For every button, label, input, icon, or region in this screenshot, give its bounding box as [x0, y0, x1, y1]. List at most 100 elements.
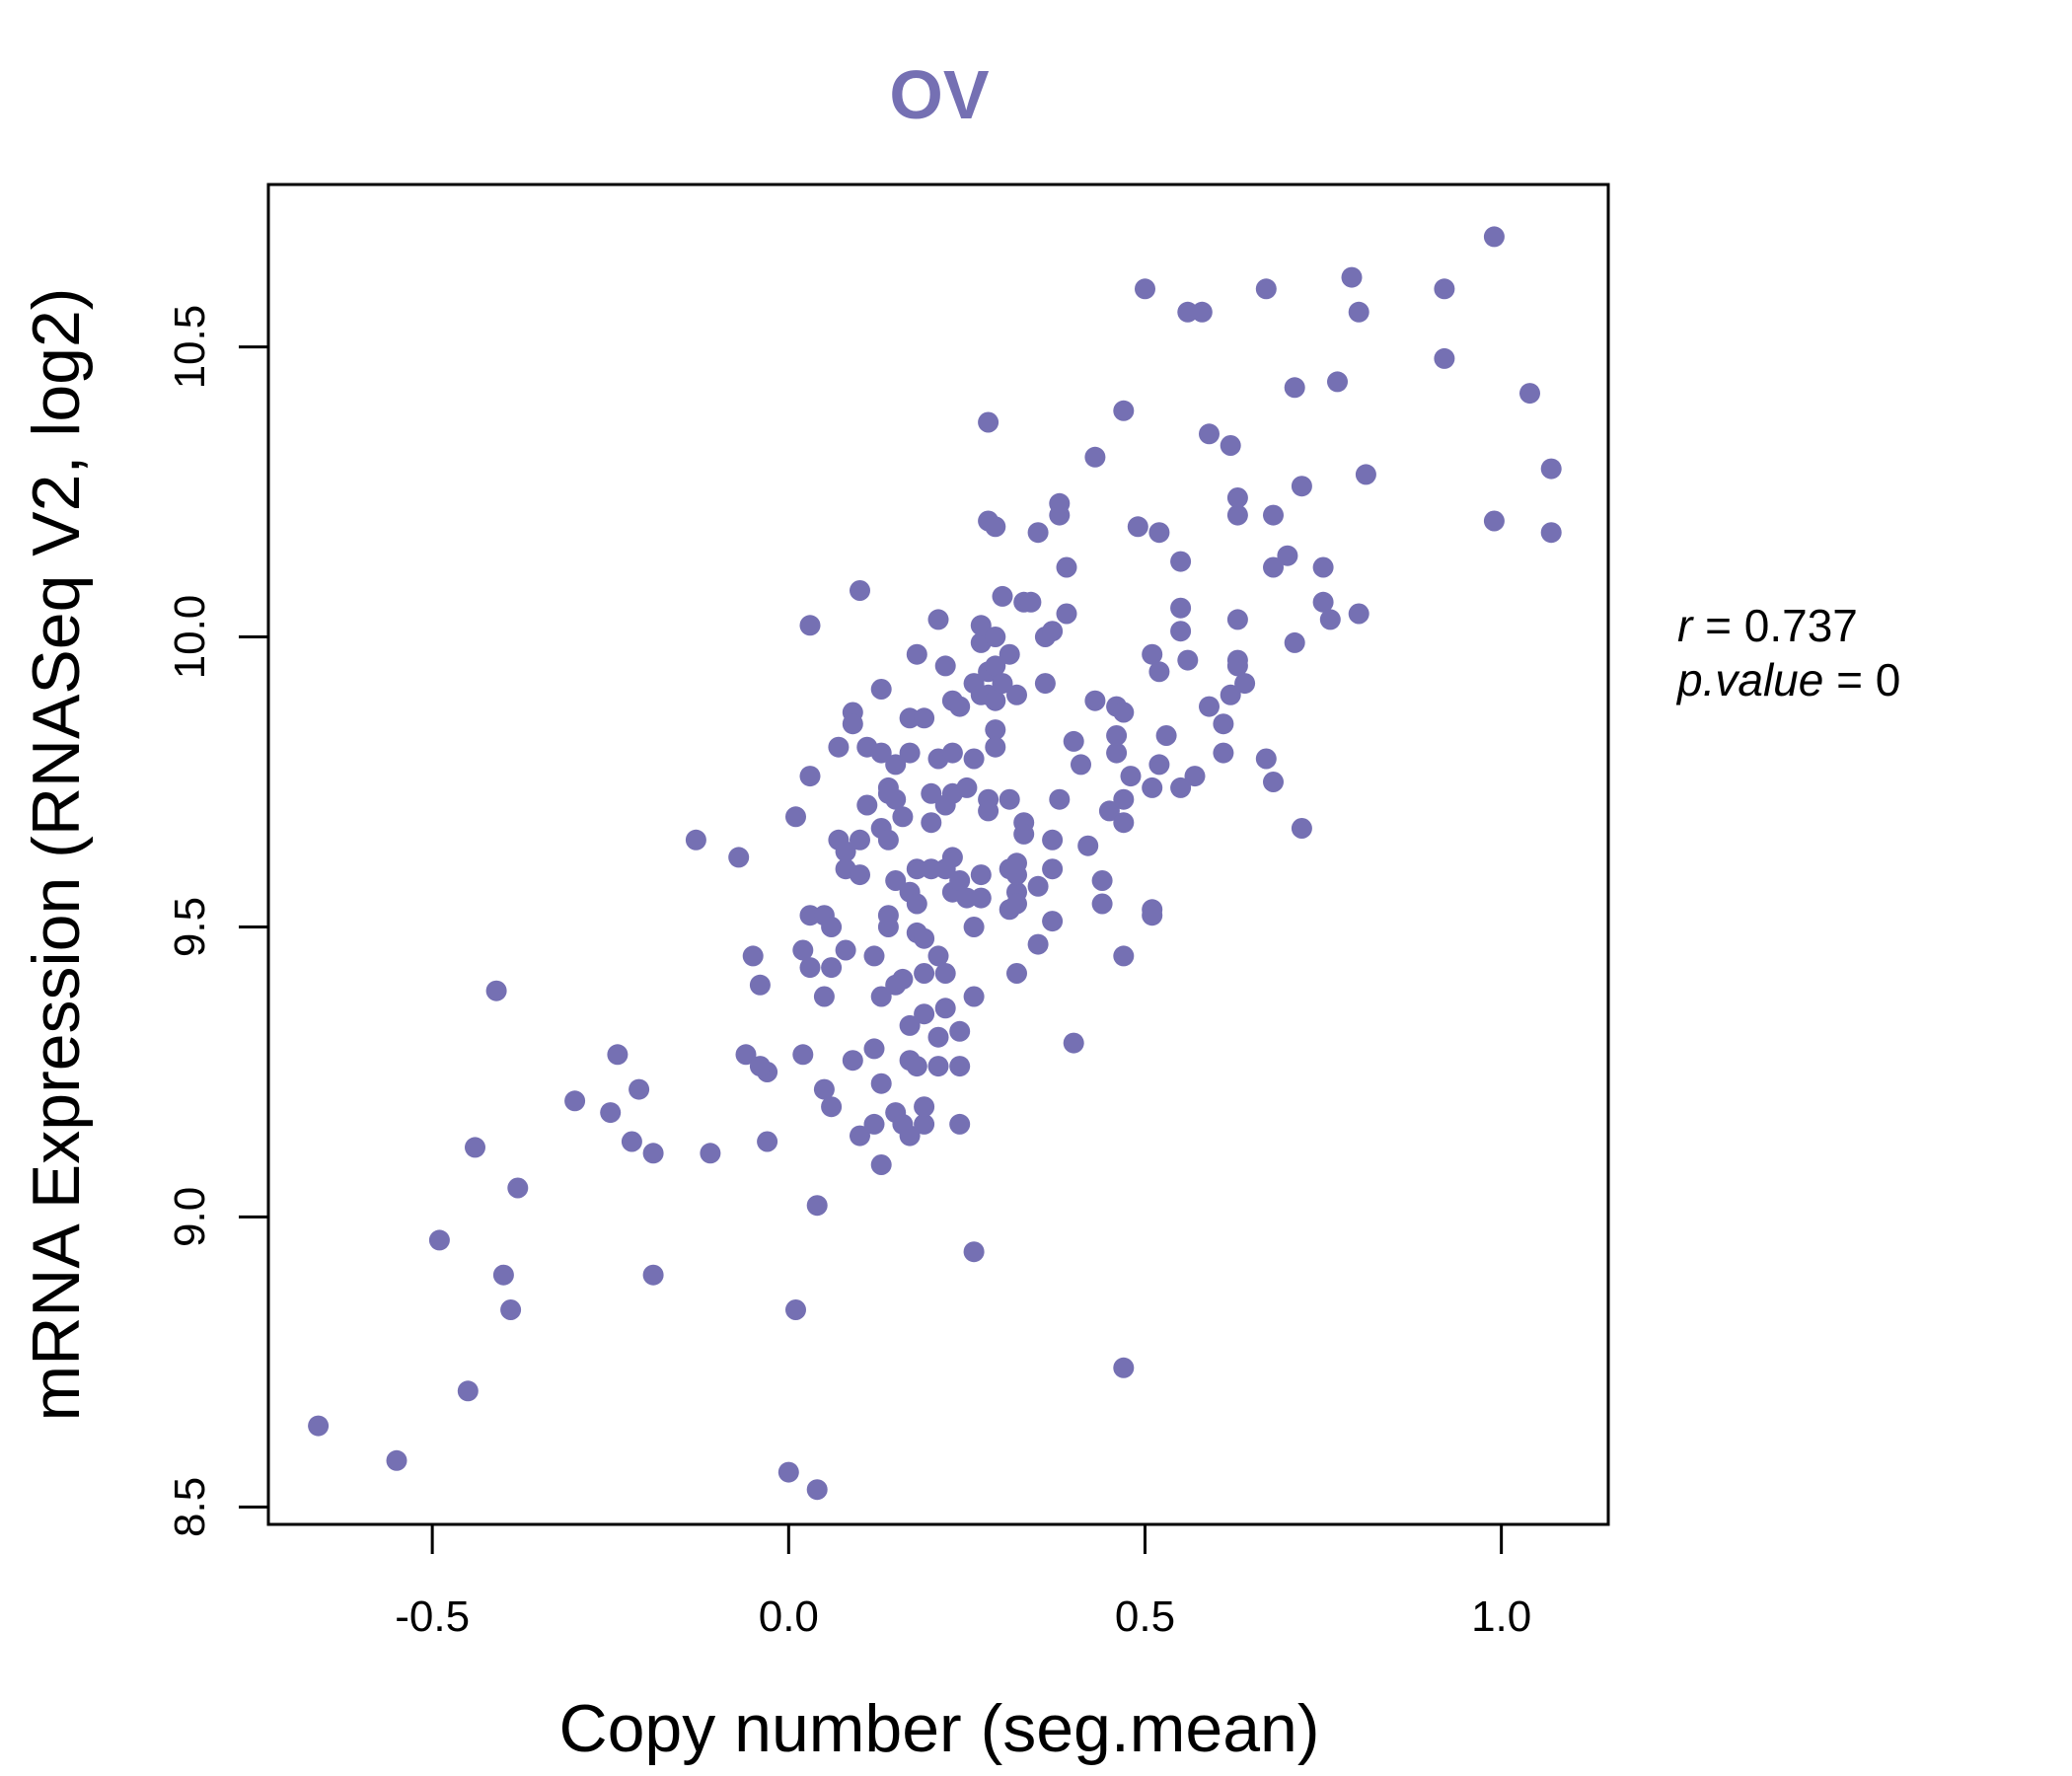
data-point: [642, 1264, 664, 1286]
data-point: [1348, 603, 1369, 625]
p-label: p.value: [1675, 654, 1823, 705]
data-point: [927, 945, 949, 967]
data-point: [386, 1449, 407, 1471]
data-point: [821, 957, 843, 979]
data-point: [978, 800, 999, 822]
data-point: [1170, 777, 1192, 798]
data-point: [863, 1038, 885, 1060]
data-point: [1155, 725, 1177, 746]
data-point: [1199, 423, 1220, 445]
data-point: [1220, 684, 1241, 705]
data-point: [1106, 725, 1128, 746]
data-point: [949, 696, 971, 717]
data-point: [500, 1299, 522, 1320]
data-point: [757, 1131, 778, 1152]
data-point: [835, 939, 856, 961]
data-point: [1013, 823, 1035, 845]
data-point: [1056, 556, 1077, 578]
data-point: [1319, 609, 1341, 630]
data-point: [799, 766, 821, 787]
data-point: [850, 580, 870, 601]
data-point: [1312, 591, 1334, 613]
data-point: [1284, 377, 1305, 399]
data-point: [899, 742, 921, 764]
data-point: [308, 1415, 330, 1437]
x-tick-label: 0.5: [1115, 1592, 1175, 1641]
data-point: [914, 927, 935, 949]
data-point: [877, 905, 899, 926]
data-point: [870, 679, 892, 700]
data-point: [1220, 435, 1241, 456]
data-point: [999, 788, 1020, 810]
data-point: [1056, 603, 1077, 625]
data-point: [1263, 556, 1284, 578]
data-point: [1091, 893, 1113, 915]
data-point: [1284, 631, 1305, 653]
data-point: [685, 829, 706, 851]
data-point: [621, 1131, 642, 1152]
data-point: [914, 1096, 935, 1118]
data-point: [934, 655, 956, 677]
data-point: [985, 736, 1006, 758]
data-point: [856, 794, 878, 816]
data-point: [1483, 226, 1505, 248]
data-point: [1434, 347, 1455, 369]
data-point: [785, 806, 806, 828]
data-point: [1113, 788, 1135, 810]
data-point: [1291, 476, 1312, 497]
data-point: [1077, 835, 1099, 856]
data-point: [1142, 643, 1163, 665]
y-tick-label: 9.0: [166, 1187, 214, 1247]
data-point: [1027, 522, 1049, 544]
data-point: [1540, 458, 1562, 480]
data-point: [1199, 696, 1220, 717]
data-point: [1226, 655, 1248, 677]
data-point: [1042, 911, 1064, 932]
data-point: [999, 643, 1020, 665]
data-point: [1234, 673, 1256, 695]
data-point: [892, 806, 914, 828]
data-point: [914, 707, 935, 729]
data-point: [1540, 522, 1562, 544]
data-point: [749, 1056, 771, 1077]
data-point: [1226, 504, 1248, 526]
data-point: [1113, 812, 1135, 834]
data-point: [850, 864, 870, 886]
data-point: [600, 1102, 622, 1124]
data-point: [1170, 597, 1192, 619]
x-axis-label: Copy number (seg.mean): [558, 1691, 1319, 1766]
data-point: [870, 986, 892, 1007]
data-point: [1020, 591, 1042, 613]
data-point: [1184, 766, 1206, 787]
y-axis: 8.5 9.0 9.5 10.0 10.5: [166, 305, 268, 1537]
data-point: [1113, 1357, 1135, 1378]
data-point: [870, 1154, 892, 1175]
data-point: [749, 974, 771, 996]
data-point: [1049, 788, 1071, 810]
data-point: [1263, 772, 1284, 792]
data-point: [1148, 754, 1170, 776]
data-point: [1277, 545, 1298, 566]
data-point: [1142, 905, 1163, 926]
data-point: [1127, 516, 1148, 538]
data-point: [1213, 713, 1234, 735]
data-point: [899, 1014, 921, 1036]
plot-area-frame: [266, 183, 1610, 1526]
data-point: [1434, 278, 1455, 300]
data-point: [885, 754, 907, 776]
x-axis: -0.5 0.0 0.5 1.0: [395, 1524, 1531, 1641]
p-value: 0: [1876, 654, 1901, 705]
data-point: [1170, 551, 1192, 572]
data-point: [906, 858, 927, 880]
data-point: [906, 643, 927, 665]
data-point: [1177, 301, 1199, 323]
data-point: [813, 1078, 835, 1100]
data-point: [1263, 504, 1284, 526]
data-point: [1113, 702, 1135, 723]
data-point: [985, 719, 1006, 741]
data-point: [465, 1137, 485, 1158]
data-point: [1255, 278, 1277, 300]
data-point: [941, 847, 963, 868]
data-point: [1034, 673, 1056, 695]
